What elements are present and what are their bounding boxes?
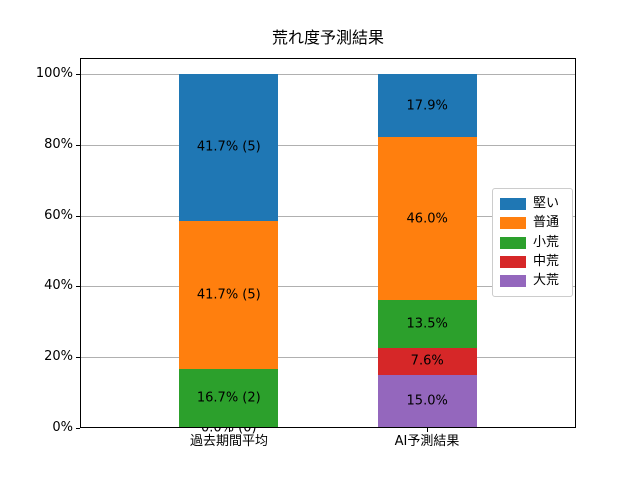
bar-value-label: 15.0% (406, 393, 448, 409)
legend-entry-大荒: 大荒 (500, 272, 565, 290)
bar-segment-大荒 (377, 374, 477, 428)
gridline-80 (80, 145, 576, 146)
x-tick-1 (427, 428, 428, 432)
bar-segment-中荒 (377, 348, 477, 375)
legend-label: 普通 (533, 215, 560, 231)
legend-swatch-icon (500, 236, 526, 249)
x-tick-0 (229, 428, 230, 432)
gridline-20 (80, 357, 576, 358)
bar-value-label: 17.9% (406, 98, 448, 114)
legend-swatch-icon (500, 275, 526, 287)
x-tick-label-0: 過去期間平均 (189, 434, 268, 449)
plot-area: 0.0% (0) 16.7% (2) 41.7% (5) 41.7% (5) 15.0%… (80, 58, 576, 436)
chart-title: 荒れ度予測結果 (271, 28, 384, 47)
bar-segment-堅い (377, 74, 477, 138)
plot-frame (80, 58, 576, 428)
bar-segment-小荒 (377, 300, 477, 348)
y-tick-0 (76, 428, 80, 429)
y-tick-label-80: 80% (44, 137, 73, 152)
y-tick-20 (76, 357, 80, 358)
legend-entry-中荒: 中荒 (500, 253, 565, 271)
bar-value-label: 16.7% (2) (196, 390, 261, 406)
legend-entry-小荒: 小荒 (500, 234, 565, 252)
legend-label: 中荒 (533, 253, 560, 269)
legend-swatch-icon (500, 255, 526, 268)
legend-entry-普通: 普通 (500, 214, 565, 232)
bar-segment-小荒 (179, 368, 279, 428)
gridline-60 (80, 216, 576, 217)
legend-label: 大荒 (533, 273, 560, 288)
legend-swatch-icon (500, 198, 526, 210)
gridline-40 (80, 286, 576, 287)
bar-value-label: 7.6% (410, 353, 444, 369)
y-tick-label-100: 100% (35, 66, 73, 81)
legend-swatch-icon (500, 217, 526, 230)
y-tick-60 (76, 216, 80, 217)
gridline-100 (80, 74, 576, 75)
x-tick-label-1: AI予測結果 (394, 434, 460, 449)
bar-segment-堅い (179, 73, 279, 222)
y-tick-label-0: 0% (52, 420, 73, 435)
bar-segment-普通 (179, 221, 279, 369)
bar-segment-普通 (377, 137, 477, 301)
y-tick-label-40: 40% (44, 278, 73, 293)
y-tick-label-60: 60% (44, 208, 73, 223)
legend: 堅い普通小荒中荒大荒 (492, 188, 573, 297)
legend-label: 小荒 (533, 234, 560, 250)
bar-value-label: 13.5% (406, 316, 448, 332)
y-tick-label-20: 20% (44, 349, 73, 364)
bar-value-label: 41.7% (5) (196, 287, 261, 303)
y-tick-100 (76, 74, 80, 75)
legend-entry-堅い: 堅い (500, 195, 565, 213)
legend-label: 堅い (533, 196, 560, 211)
bar-value-label: 41.7% (5) (196, 139, 261, 155)
y-tick-40 (76, 286, 80, 287)
bar-value-label: 46.0% (406, 211, 448, 227)
y-tick-80 (76, 145, 80, 146)
